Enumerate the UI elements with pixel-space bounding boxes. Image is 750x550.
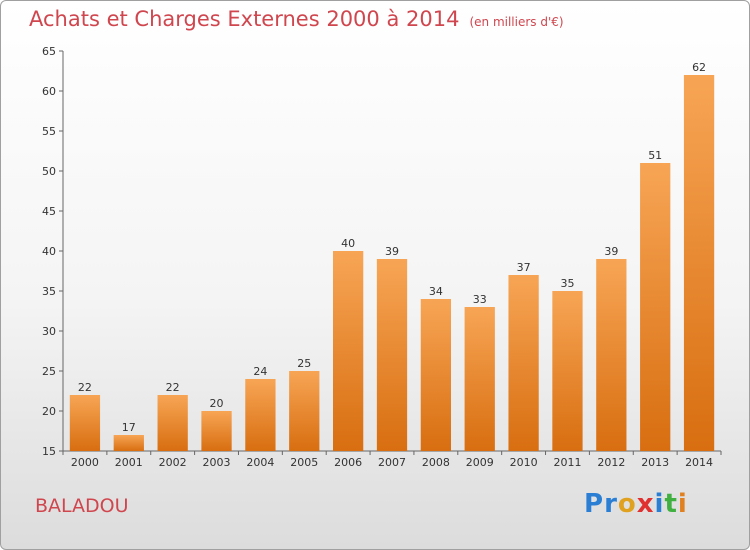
y-tick-label: 60 xyxy=(42,85,56,98)
bar-value-label: 51 xyxy=(648,149,662,162)
bar-value-label: 20 xyxy=(210,397,224,410)
y-tick-label: 15 xyxy=(42,445,56,458)
bar-2006 xyxy=(332,251,364,451)
x-tick-label: 2004 xyxy=(246,456,274,469)
y-tick-label: 25 xyxy=(42,365,56,378)
bar-2005 xyxy=(289,371,320,451)
proxiti-logo: Proxiti xyxy=(584,489,688,519)
y-tick-label: 30 xyxy=(42,325,56,338)
bar-value-label: 37 xyxy=(517,261,531,274)
logo-letter: o xyxy=(617,489,637,519)
y-tick-label: 35 xyxy=(42,285,56,298)
bar-value-label: 39 xyxy=(604,245,618,258)
bar-value-label: 62 xyxy=(692,61,706,74)
bar-2013 xyxy=(640,163,671,451)
y-tick-label: 40 xyxy=(42,245,56,258)
x-tick-label: 2001 xyxy=(115,456,143,469)
commune-name: BALADOU xyxy=(35,495,129,517)
bar-value-label: 39 xyxy=(385,245,399,258)
chart-bars: 22 17 22 20 24 25 40 39 34 33 37 35 39 51 62 xyxy=(69,61,715,451)
x-tick-label: 2013 xyxy=(641,456,669,469)
bar-2001 xyxy=(113,435,144,451)
logo-letter: t xyxy=(664,489,678,519)
bar-value-label: 17 xyxy=(122,421,136,434)
bar-2011 xyxy=(552,291,583,451)
bar-2000 xyxy=(69,395,101,451)
logo-letter: i xyxy=(677,489,688,519)
chart-title: Achats et Charges Externes 2000 à 2014 (e… xyxy=(29,7,564,31)
logo-letter: r xyxy=(604,489,618,519)
x-tick-label: 2006 xyxy=(334,456,362,469)
x-tick-label: 2014 xyxy=(685,456,713,469)
bar-2014 xyxy=(683,75,715,451)
y-tick-label: 55 xyxy=(42,125,56,138)
chart-unit: (en milliers d'€) xyxy=(469,15,564,29)
bar-value-label: 34 xyxy=(429,285,443,298)
x-tick-label: 2007 xyxy=(378,456,406,469)
bar-2003 xyxy=(201,411,232,451)
bar-2010 xyxy=(508,275,539,451)
bar-value-label: 25 xyxy=(297,357,311,370)
logo-letter: P xyxy=(584,489,605,519)
x-tick-label: 2011 xyxy=(553,456,581,469)
x-tick-label: 2002 xyxy=(159,456,187,469)
x-tick-label: 2010 xyxy=(510,456,538,469)
chart-title-text: Achats et Charges Externes 2000 à 2014 xyxy=(29,7,460,31)
x-tick-label: 2003 xyxy=(203,456,231,469)
x-tick-label: 2008 xyxy=(422,456,450,469)
logo-letter: i xyxy=(654,489,665,519)
bar-value-label: 24 xyxy=(253,365,267,378)
bar-2009 xyxy=(464,307,495,451)
bar-2012 xyxy=(596,259,627,451)
y-tick-label: 50 xyxy=(42,165,56,178)
x-tick-label: 2009 xyxy=(466,456,494,469)
bar-2004 xyxy=(245,379,276,451)
bar-2007 xyxy=(376,259,408,451)
y-tick-label: 20 xyxy=(42,405,56,418)
x-tick-label: 2000 xyxy=(71,456,99,469)
bar-value-label: 33 xyxy=(473,293,487,306)
logo-letter: x xyxy=(636,489,655,519)
bar-2002 xyxy=(157,395,188,451)
x-tick-label: 2005 xyxy=(290,456,318,469)
bar-value-label: 22 xyxy=(166,381,180,394)
x-tick-label: 2012 xyxy=(597,456,625,469)
bar-value-label: 35 xyxy=(560,277,574,290)
y-tick-label: 45 xyxy=(42,205,56,218)
bar-value-label: 22 xyxy=(78,381,92,394)
bar-value-label: 40 xyxy=(341,237,355,250)
chart-axes: 15 20 25 30 35 40 45 50 55 60 65 2000 2001 2002 2003 20… xyxy=(42,45,722,469)
y-tick-label: 65 xyxy=(42,45,56,58)
bar-2008 xyxy=(420,299,452,451)
